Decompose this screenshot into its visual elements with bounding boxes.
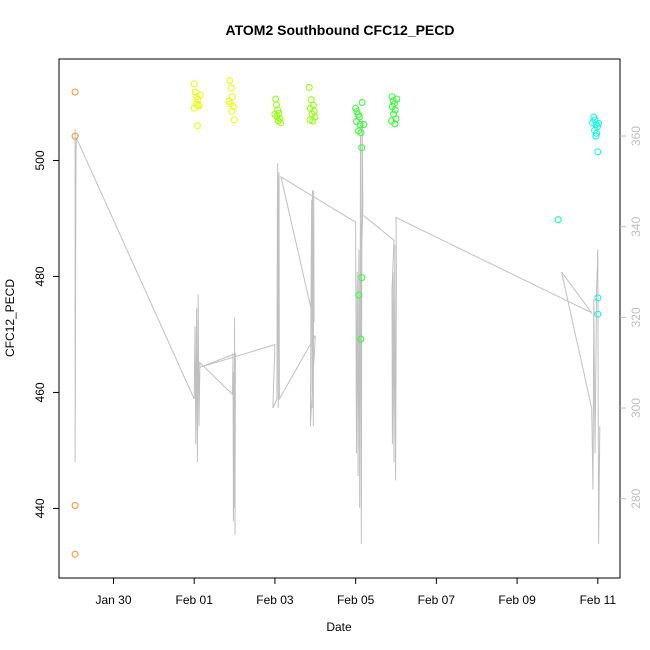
data-point	[352, 104, 360, 112]
data-points	[71, 77, 603, 558]
data-point	[391, 120, 399, 128]
data-point	[277, 119, 285, 127]
data-point	[591, 116, 599, 124]
data-point	[193, 122, 201, 130]
right-tick-label: 280	[629, 488, 643, 508]
series-group	[190, 77, 238, 130]
data-point	[554, 216, 562, 224]
data-point	[230, 116, 238, 124]
right-axis-series-line	[74, 113, 601, 545]
left-axis: 440 460 480 500	[33, 150, 59, 518]
data-point	[271, 110, 279, 118]
data-point	[594, 310, 602, 318]
data-point	[358, 99, 366, 106]
data-point	[273, 101, 280, 109]
y-tick-label: 500	[33, 150, 47, 170]
data-point	[358, 274, 366, 282]
chart-title: ATOM2 Southbound CFC12_PECD	[226, 22, 455, 38]
data-point	[357, 129, 365, 137]
data-point	[305, 83, 313, 91]
data-point	[190, 104, 198, 112]
data-point	[194, 101, 202, 109]
data-point	[360, 121, 368, 128]
data-point	[229, 103, 237, 111]
data-point	[356, 121, 364, 128]
y-tick-label: 440	[33, 498, 47, 518]
data-point	[227, 84, 235, 92]
plot-frame	[58, 58, 621, 579]
right-tick-label: 340	[629, 216, 643, 236]
right-axis: 280 300 320 340 360	[620, 126, 643, 509]
x-tick-label: Feb 01	[176, 593, 214, 607]
data-point	[355, 291, 363, 299]
data-point	[228, 107, 236, 115]
data-point	[71, 88, 79, 96]
data-point	[594, 148, 602, 156]
data-point	[593, 129, 601, 137]
x-tick-label: Feb 03	[256, 593, 294, 607]
data-point	[225, 97, 233, 105]
y-tick-label: 460	[33, 382, 47, 402]
data-point	[272, 95, 280, 103]
x-tick-label: Feb 11	[580, 593, 617, 607]
series-group	[352, 93, 401, 343]
x-axis-label: Date	[326, 620, 352, 634]
x-tick-label: Feb 07	[418, 593, 456, 607]
x-tick-label: Jan 30	[95, 593, 131, 607]
data-point	[309, 117, 317, 125]
right-tick-label: 300	[629, 398, 643, 418]
right-tick-label: 320	[629, 307, 643, 327]
data-point	[226, 77, 234, 84]
series-group	[554, 216, 562, 224]
data-point	[229, 93, 236, 101]
data-point	[357, 335, 365, 343]
series-group	[71, 88, 79, 558]
data-point	[592, 132, 600, 140]
data-point	[71, 132, 79, 140]
y-tick-label: 480	[33, 266, 47, 286]
data-point	[196, 91, 204, 99]
series-group	[589, 113, 603, 318]
data-point	[71, 550, 79, 558]
data-point	[71, 502, 79, 509]
right-tick-label: 360	[629, 126, 643, 146]
bottom-axis: Jan 30 Feb 01 Feb 03 Feb 05 Feb 07 Feb 09 Feb …	[95, 578, 616, 607]
series-group	[271, 83, 319, 127]
data-point	[307, 96, 315, 104]
data-point	[190, 80, 198, 88]
secondary-series-line	[74, 113, 601, 545]
y-axis-label: CFC12_PECD	[3, 279, 17, 357]
x-tick-label: Feb 09	[498, 593, 536, 607]
data-point	[594, 294, 602, 302]
data-point	[358, 144, 366, 152]
x-tick-label: Feb 05	[337, 593, 375, 607]
data-point	[391, 106, 399, 114]
data-point	[595, 119, 603, 127]
data-point	[393, 95, 401, 103]
